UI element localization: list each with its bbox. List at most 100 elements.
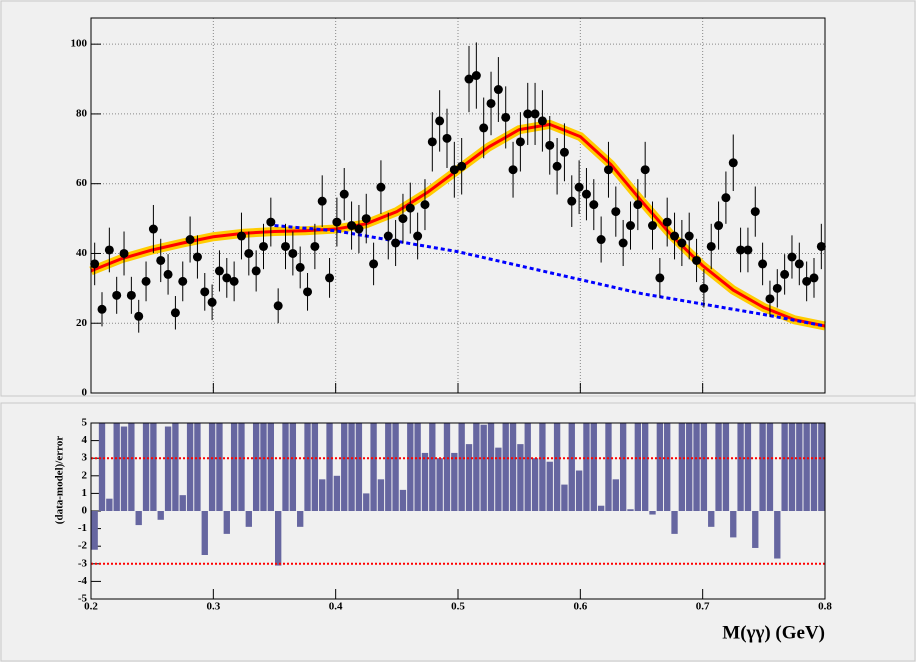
data-point bbox=[413, 231, 423, 241]
data-point bbox=[229, 276, 239, 286]
bar bbox=[128, 423, 135, 511]
bar bbox=[531, 458, 539, 511]
bar bbox=[722, 423, 730, 511]
bar bbox=[627, 509, 634, 511]
bar bbox=[693, 423, 700, 511]
data-point bbox=[97, 304, 107, 314]
y-tick-label: 100 bbox=[71, 38, 88, 50]
data-point bbox=[398, 214, 408, 224]
y-tick-label: 1 bbox=[82, 487, 88, 499]
bar bbox=[421, 452, 429, 511]
data-point bbox=[192, 252, 202, 262]
data-point bbox=[662, 217, 672, 227]
data-point bbox=[90, 259, 100, 269]
bar bbox=[267, 423, 274, 511]
data-point bbox=[706, 241, 716, 251]
y-tick-label: 5 bbox=[82, 417, 88, 429]
bar bbox=[260, 423, 267, 511]
data-point bbox=[281, 241, 291, 251]
bar bbox=[311, 423, 319, 511]
data-point bbox=[479, 123, 489, 133]
data-point bbox=[736, 245, 746, 255]
bar bbox=[172, 423, 179, 511]
bar bbox=[766, 423, 774, 511]
y-tick-label: 60 bbox=[76, 177, 88, 189]
bar bbox=[803, 423, 810, 511]
bar bbox=[619, 423, 627, 511]
data-point bbox=[758, 259, 768, 269]
data-point bbox=[185, 235, 195, 245]
x-axis-title: M(γγ) (GeV) bbox=[722, 622, 825, 643]
data-point bbox=[251, 266, 261, 276]
bar bbox=[788, 423, 796, 511]
bar bbox=[664, 423, 671, 511]
bar bbox=[517, 444, 524, 511]
bar bbox=[671, 511, 678, 534]
bar bbox=[399, 489, 407, 511]
data-point bbox=[493, 85, 503, 95]
data-point bbox=[442, 133, 452, 143]
bar bbox=[252, 423, 260, 511]
data-point bbox=[354, 224, 364, 234]
data-point bbox=[288, 248, 298, 258]
data-point bbox=[361, 214, 371, 224]
data-point bbox=[501, 112, 511, 122]
bar bbox=[458, 423, 465, 511]
bar bbox=[465, 444, 473, 511]
bar bbox=[216, 423, 223, 511]
data-point bbox=[391, 238, 401, 248]
data-point bbox=[589, 200, 599, 210]
bar bbox=[341, 423, 348, 511]
bar bbox=[487, 423, 495, 511]
data-point bbox=[552, 161, 562, 171]
data-point bbox=[772, 283, 782, 293]
data-point bbox=[611, 207, 621, 217]
y-tick-label: 0 bbox=[82, 505, 88, 517]
data-point bbox=[596, 235, 606, 245]
bar bbox=[509, 423, 517, 511]
y-tick-label: 40 bbox=[76, 247, 88, 259]
data-point bbox=[457, 161, 467, 171]
data-point bbox=[258, 241, 268, 251]
data-point bbox=[750, 207, 760, 217]
data-point bbox=[420, 200, 430, 210]
data-point bbox=[618, 238, 628, 248]
x-tick-label: 0.2 bbox=[84, 601, 98, 613]
y-tick-label: -1 bbox=[78, 522, 87, 534]
bar bbox=[319, 479, 326, 511]
bar bbox=[238, 423, 245, 511]
data-point bbox=[545, 140, 555, 150]
x-tick-label: 0.3 bbox=[206, 601, 220, 613]
bar bbox=[796, 423, 803, 511]
bar bbox=[326, 423, 333, 511]
y-tick-label: 4 bbox=[82, 434, 88, 446]
bar bbox=[179, 495, 186, 511]
bar bbox=[737, 423, 744, 511]
bar bbox=[752, 511, 759, 548]
data-point bbox=[633, 200, 643, 210]
data-point bbox=[464, 74, 474, 84]
bar bbox=[223, 511, 230, 534]
data-point bbox=[435, 116, 445, 126]
y-tick-label: 0 bbox=[82, 387, 88, 399]
bar bbox=[385, 423, 392, 511]
data-point bbox=[325, 273, 335, 283]
data-point bbox=[236, 231, 246, 241]
data-point bbox=[655, 273, 665, 283]
bar bbox=[407, 423, 414, 511]
x-tick-label: 0.6 bbox=[573, 601, 587, 613]
data-point bbox=[648, 221, 658, 231]
bar bbox=[414, 423, 421, 511]
bar bbox=[91, 511, 98, 550]
data-point bbox=[809, 273, 819, 283]
data-point bbox=[471, 71, 481, 81]
bar bbox=[186, 423, 194, 511]
data-point bbox=[603, 165, 613, 175]
data-point bbox=[449, 165, 459, 175]
bar bbox=[142, 423, 150, 511]
data-point bbox=[332, 217, 342, 227]
data-point bbox=[303, 287, 313, 297]
data-point bbox=[156, 255, 166, 265]
data-point bbox=[134, 311, 144, 321]
